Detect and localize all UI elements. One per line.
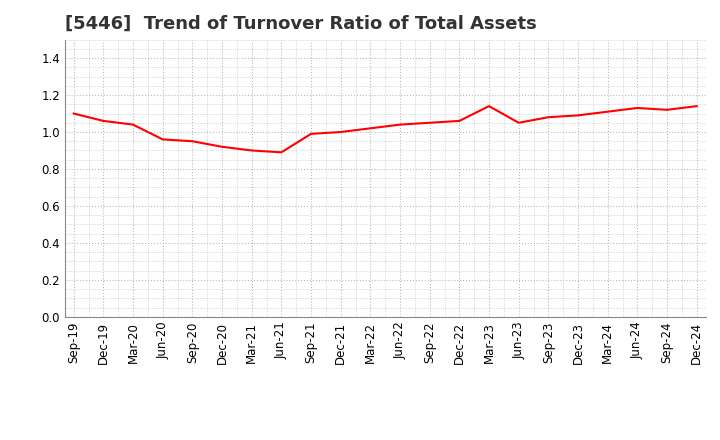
Text: [5446]  Trend of Turnover Ratio of Total Assets: [5446] Trend of Turnover Ratio of Total … [65, 15, 536, 33]
